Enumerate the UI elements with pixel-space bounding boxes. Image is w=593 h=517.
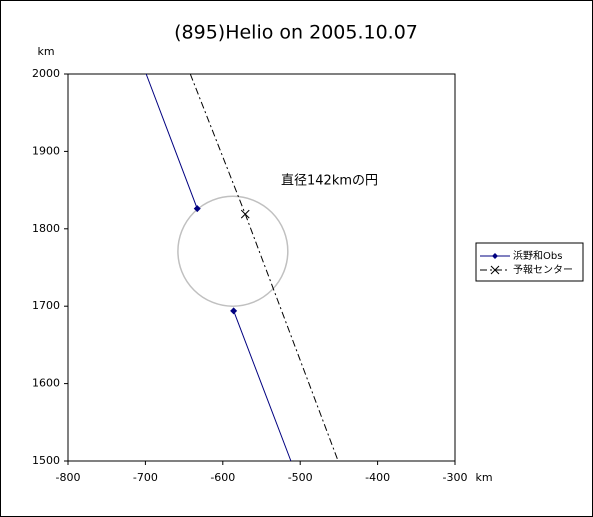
x-tick-label: -600 xyxy=(210,471,235,484)
legend-symbol xyxy=(490,265,500,275)
x-tick-label: -700 xyxy=(133,471,158,484)
legend-box xyxy=(475,242,584,282)
y-tick-label: 2000 xyxy=(32,67,60,80)
y-tick-label: 1900 xyxy=(32,144,60,157)
circle-label: 直径142kmの円 xyxy=(281,174,378,189)
x-tick-label: -400 xyxy=(365,471,390,484)
y-tick-label: 1800 xyxy=(32,222,60,235)
marker xyxy=(193,205,201,213)
x-tick-label: -800 xyxy=(56,471,81,484)
legend-marker xyxy=(492,253,498,259)
size-circle xyxy=(177,195,289,307)
y-tick-label: 1600 xyxy=(32,377,60,390)
legend-marker xyxy=(490,265,500,275)
y-tick-label: 1500 xyxy=(32,454,60,467)
y-tick-label: 1700 xyxy=(32,299,60,312)
x-tick-label: -300 xyxy=(443,471,468,484)
y-axis-label: km xyxy=(37,45,54,58)
legend: 浜野和Obs 予報センター xyxy=(475,242,584,282)
series-line xyxy=(145,73,292,462)
plot-area xyxy=(67,73,456,462)
legend-label: 予報センター xyxy=(513,264,573,276)
marker xyxy=(230,307,238,315)
x-axis-label: km xyxy=(475,471,492,484)
chart-title: (895)Helio on 2005.10.07 xyxy=(174,22,418,44)
marker xyxy=(240,209,250,219)
x-tick-label: -500 xyxy=(288,471,313,484)
legend-symbol xyxy=(492,253,498,259)
legend-label: 浜野和Obs xyxy=(513,250,562,262)
